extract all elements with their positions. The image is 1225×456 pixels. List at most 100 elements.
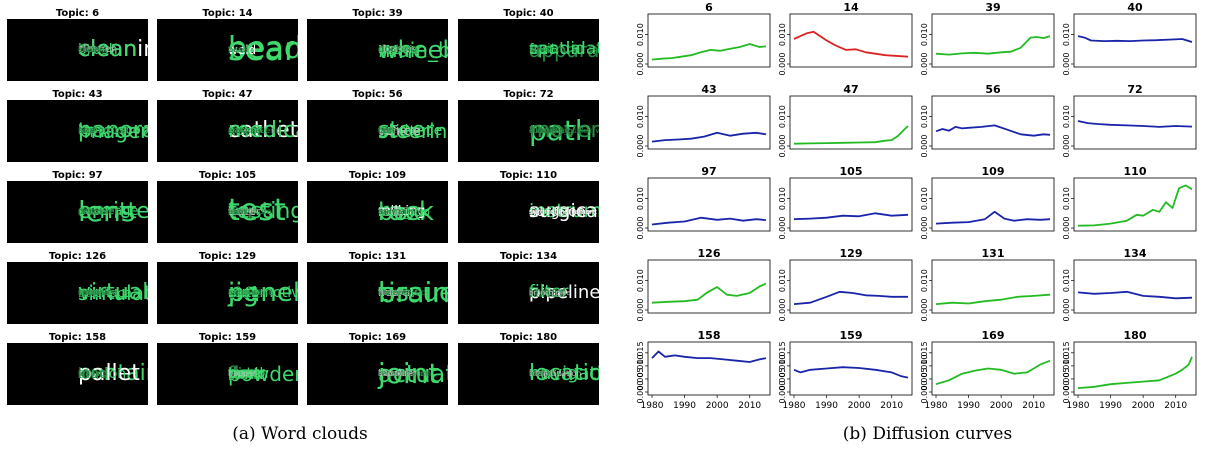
- x-tick-label: 1990: [815, 401, 838, 410]
- word-cloud-word: pallet: [78, 361, 140, 386]
- y-tick-label: 0.010: [778, 269, 787, 292]
- word-cloud-word: surgical_procedure: [529, 208, 596, 216]
- word-cloud-word: bead: [228, 31, 298, 66]
- word-cloud-word: user: [78, 286, 105, 300]
- panel-title: 131: [982, 247, 1005, 260]
- panel-frame: [1073, 259, 1197, 314]
- word-cloud-word: tumor: [378, 288, 406, 298]
- diffusion-panel: 14 0.000 0.010: [778, 1, 913, 75]
- diffusion-panel: 97 0.000 0.010: [636, 165, 771, 239]
- word-cloud-title: Topic: 14: [202, 8, 253, 19]
- diffusion-panel: 56 0.000 0.010: [920, 83, 1055, 158]
- word-cloud-canvas: instrumentsurgicalsurgeonsurgeryminimall…: [458, 181, 599, 243]
- diffusion-line: [793, 30, 909, 58]
- word-cloud-word: brain: [378, 276, 448, 309]
- diffusion-line: [793, 290, 908, 305]
- panel-frame: [789, 13, 913, 68]
- word-cloud-word: bond: [228, 45, 249, 54]
- word-cloud-word: scrub: [78, 45, 101, 54]
- word-cloud-word: elongate: [228, 126, 264, 135]
- word-cloud-word: test: [228, 193, 286, 228]
- panel-title: 6: [705, 1, 713, 14]
- y-tick-label: 0.000: [920, 217, 929, 240]
- word-cloud-word: perimeter: [78, 207, 118, 216]
- diffusion-line: [651, 282, 767, 304]
- diffusion-line: [935, 293, 1051, 305]
- x-tick-label: 2000: [848, 401, 871, 410]
- word-cloud-cell: Topic: 39wheelmain_bodydeckchassisdustcl…: [307, 8, 448, 81]
- word-cloud-cell: Topic: 6cleaningcleanbrushfloorcleanerse…: [7, 8, 148, 81]
- word-cloud-word: station: [78, 366, 127, 382]
- diffusion-panel: 47 0.000 0.010: [778, 83, 913, 157]
- word-cloud-cell: Topic: 169jointactuatortendonshoulderwea…: [307, 332, 448, 405]
- panel-title: 56: [985, 83, 1001, 96]
- diffusion-line: [1077, 35, 1193, 43]
- panel-title: 126: [698, 247, 721, 260]
- word-cloud-title: Topic: 134: [499, 251, 558, 262]
- x-tick-label: 2000: [990, 401, 1013, 410]
- diffusion-panel: 43 0.000 0.010: [636, 83, 771, 157]
- panel-title: 72: [1127, 83, 1142, 96]
- word-cloud-canvas: cleaningcleanbrushfloorcleanersealantcha…: [7, 19, 148, 81]
- diffusion-panel: 110 0.000 0.010: [1062, 165, 1197, 239]
- x-tick-label: 1990: [957, 401, 980, 410]
- word-cloud-word: roof: [228, 285, 256, 301]
- word-cloud-word: exoskeleton: [378, 369, 426, 378]
- y-tick-label: 0.010: [1062, 23, 1071, 46]
- word-cloud-word: apparatus: [529, 38, 599, 62]
- word-cloud-word: surgeon: [529, 204, 586, 220]
- y-tick-label: 0.010: [920, 105, 929, 128]
- word-cloud-word: panel: [228, 278, 298, 308]
- panel-frame: [931, 13, 1055, 68]
- word-cloud-title: Topic: 126: [48, 251, 107, 262]
- word-cloud-word: unload: [78, 369, 106, 378]
- diffusion-panel: 126 0.000 0.010: [636, 247, 771, 321]
- word-cloud-canvas: locationnavigationmapbeaconidentificatio…: [458, 343, 599, 405]
- word-cloud-title: Topic: 56: [352, 89, 403, 100]
- y-tick-label: 0.015: [636, 341, 645, 364]
- diffusion-panel: 39 0.000 0.010: [920, 1, 1055, 75]
- word-cloud-word: duct: [228, 366, 259, 382]
- y-tick-label: 0.000: [636, 53, 645, 76]
- diffusion-line: [793, 125, 909, 145]
- word-cloud-word: brush: [78, 42, 118, 58]
- word-cloud-word: chassis: [78, 45, 108, 54]
- word-cloud-word: hanger: [228, 288, 257, 297]
- word-cloud-canvas: test testing crop tester tested farm plant agri…: [157, 181, 298, 243]
- word-cloud-title: Topic: 40: [503, 8, 554, 19]
- panel-frame: [647, 177, 771, 232]
- word-cloud-title: Topic: 158: [48, 332, 107, 343]
- word-cloud-title: Topic: 129: [198, 251, 257, 262]
- word-cloud-word: milk: [378, 205, 404, 219]
- word-cloud-word: cancer: [378, 288, 405, 297]
- word-cloud-canvas: apparatuscandidatespatialfruitseventh: [458, 19, 599, 81]
- word-cloud-word: guidance: [378, 123, 443, 139]
- y-tick-label: 0.015: [1062, 341, 1071, 364]
- diffusion-line: [651, 350, 767, 363]
- word-cloud-word: simulation: [78, 281, 148, 305]
- diffusion-line: [651, 43, 767, 61]
- word-cloud-cell: Topic: 14seambeadweldpeelbond: [157, 8, 298, 81]
- word-cloud-word: nerve: [378, 288, 404, 298]
- word-cloud-word: hopper: [228, 369, 257, 378]
- x-tick-label: 2010: [1164, 401, 1187, 410]
- y-tick-label: 0.010: [1062, 269, 1071, 292]
- word-cloud-word: agricultural: [228, 207, 274, 216]
- word-cloud-title: Topic: 47: [202, 89, 253, 100]
- y-tick-label: 0.010: [778, 354, 787, 377]
- diffusion-line: [935, 35, 1051, 56]
- x-tick-label: 2010: [1022, 401, 1045, 410]
- word-cloud-word: automobile: [228, 288, 274, 297]
- word-cloud-word: neural: [378, 286, 414, 299]
- y-tick-label: 0.005: [636, 367, 645, 390]
- y-tick-label: 0.000: [920, 135, 929, 158]
- diffusion-panel: 40 0.000 0.010: [1062, 1, 1197, 75]
- word-cloud-word: floor: [78, 44, 101, 55]
- y-tick-label: 0.010: [636, 354, 645, 377]
- y-tick-label: 0.005: [1062, 367, 1071, 390]
- word-cloud-word: auxiliary: [378, 205, 426, 218]
- y-tick-label: 0.000: [778, 299, 787, 322]
